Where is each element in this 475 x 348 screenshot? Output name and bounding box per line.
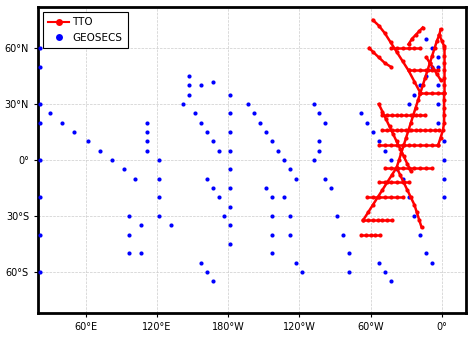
Legend: TTO, GEOSECS: TTO, GEOSECS xyxy=(43,12,128,48)
